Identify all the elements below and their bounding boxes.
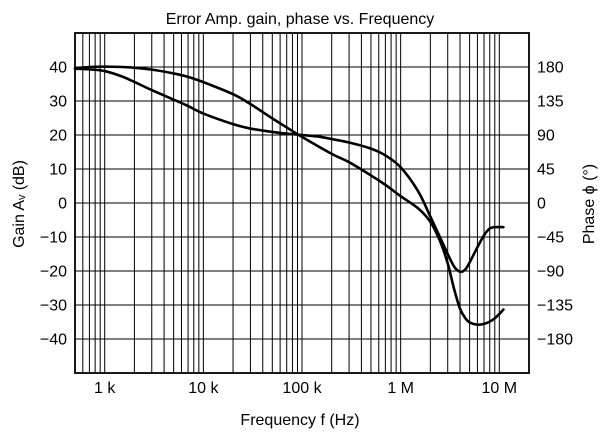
gain-curve [73, 67, 505, 274]
y-right-tick-label: 45 [537, 162, 555, 179]
y-left-tick-label: 30 [49, 94, 67, 111]
series-layer [73, 65, 505, 327]
y-left-tick-label: 20 [49, 128, 67, 145]
plot-frame [74, 32, 530, 374]
x-axis-label: Frequency f (Hz) [240, 412, 359, 429]
x-tick-label: 100 k [282, 380, 322, 397]
y-left-tick-label: −30 [40, 298, 67, 315]
y-right-tick-label: −135 [537, 298, 573, 315]
y-right-tick-label: 90 [537, 128, 555, 145]
x-tick-label: 10 M [482, 380, 518, 397]
right-axis-label: Phase ϕ (°) [581, 164, 598, 244]
y-right-tick-label: 180 [537, 60, 564, 77]
y-right-tick-label: −90 [537, 264, 564, 281]
y-left-tick-label: −20 [40, 264, 67, 281]
x-tick-labels: 1 k 10 k 100 k 1 M 10 M [94, 380, 517, 397]
right-tick-labels: 180 135 90 45 0 −45 −90 −135 −180 [537, 60, 573, 349]
left-tick-labels: 40 30 20 10 0 −10 −20 −30 −40 [40, 60, 67, 349]
x-tick-label: 1 k [94, 380, 116, 397]
y-left-tick-label: 40 [49, 60, 67, 77]
phase-curve [73, 65, 505, 327]
y-right-tick-label: 135 [537, 94, 564, 111]
x-tick-label: 1 M [387, 380, 414, 397]
y-left-tick-label: 10 [49, 162, 67, 179]
y-left-tick-label: −40 [40, 332, 67, 349]
y-left-tick-label: −10 [40, 230, 67, 247]
y-left-tick-label: 0 [58, 196, 67, 213]
chart-title: Error Amp. gain, phase vs. Frequency [166, 11, 435, 28]
y-right-tick-label: 0 [537, 196, 546, 213]
x-tick-label: 10 k [188, 380, 219, 397]
y-right-tick-label: −45 [537, 230, 564, 247]
left-axis-label: Gain Aᵥ (dB) [11, 160, 28, 248]
y-right-tick-label: −180 [537, 332, 573, 349]
grid [74, 33, 530, 373]
